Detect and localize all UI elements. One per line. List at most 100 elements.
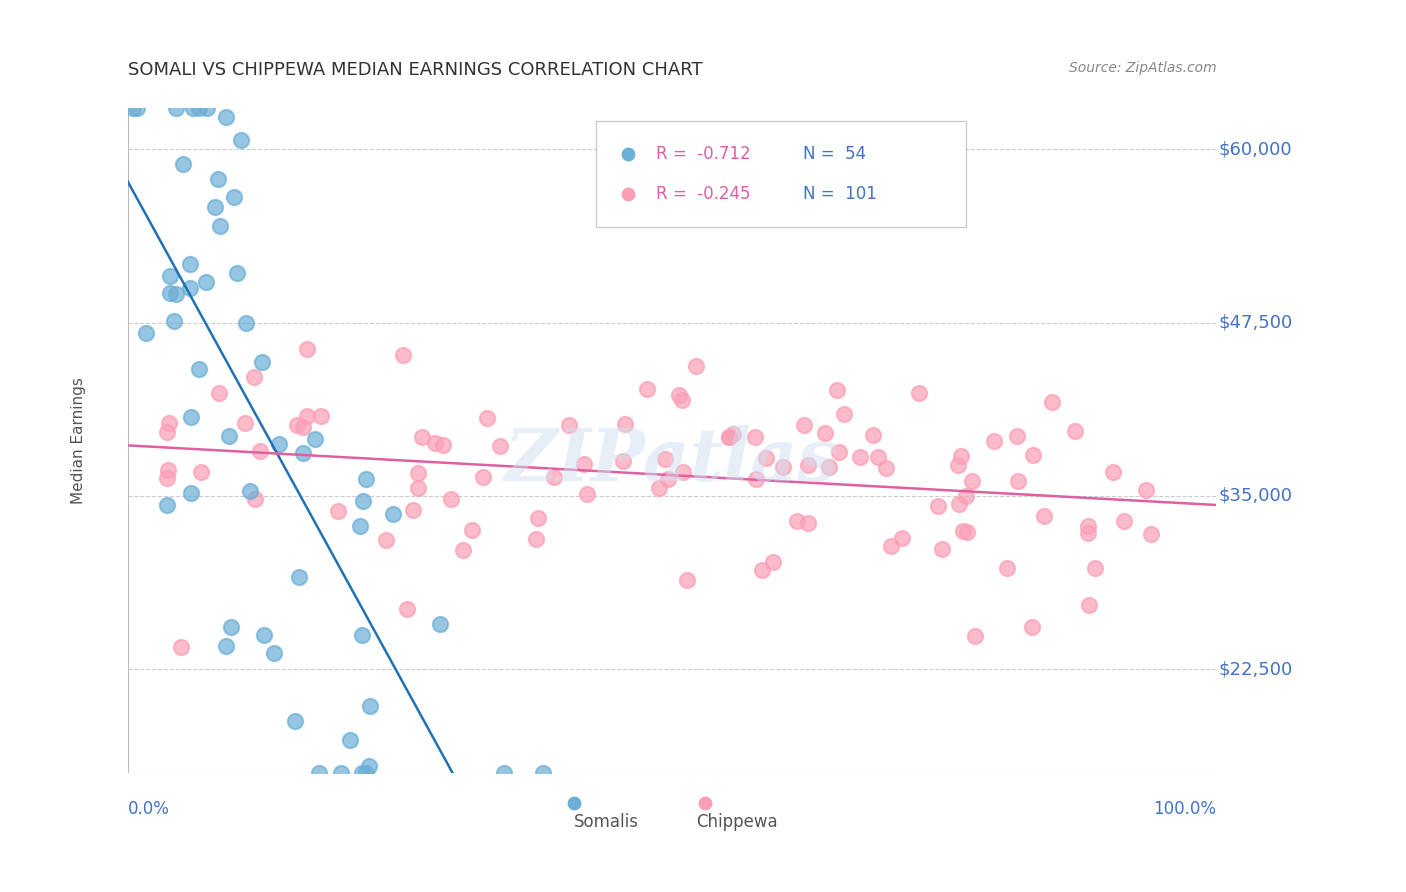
Point	[291, 420, 314, 434]
Point	[253, 628, 276, 642]
Point	[825, 384, 848, 398]
Point	[717, 430, 740, 444]
Point	[215, 110, 238, 124]
Point	[751, 563, 773, 577]
Text: N =  101: N = 101	[803, 186, 876, 203]
Text: R =  -0.712: R = -0.712	[655, 145, 751, 163]
Point	[121, 101, 143, 115]
Point	[406, 481, 429, 495]
Text: R =  -0.245: R = -0.245	[655, 186, 751, 203]
Point	[233, 417, 256, 431]
Point	[472, 470, 495, 484]
Text: $35,000: $35,000	[1219, 487, 1292, 505]
Point	[229, 133, 252, 147]
Point	[156, 498, 179, 512]
Point	[163, 314, 186, 328]
Point	[948, 497, 970, 511]
Point	[392, 347, 415, 361]
Point	[654, 452, 676, 467]
Point	[250, 355, 273, 369]
Point	[475, 411, 498, 425]
Point	[339, 732, 361, 747]
Point	[295, 343, 318, 357]
Text: 100.0%: 100.0%	[1153, 800, 1216, 818]
Point	[291, 446, 314, 460]
Point	[1021, 448, 1043, 462]
Point	[648, 482, 671, 496]
Point	[195, 101, 218, 115]
Point	[187, 362, 209, 376]
Point	[946, 458, 969, 472]
Point	[208, 385, 231, 400]
Point	[676, 573, 699, 587]
Point	[190, 465, 212, 479]
Point	[311, 409, 333, 423]
Point	[827, 444, 849, 458]
Point	[723, 426, 745, 441]
Point	[411, 430, 433, 444]
Point	[755, 450, 778, 465]
Text: $47,500: $47,500	[1219, 314, 1292, 332]
Point	[461, 523, 484, 537]
Point	[1140, 526, 1163, 541]
Point	[156, 425, 179, 439]
Point	[786, 514, 808, 528]
Point	[239, 483, 262, 498]
Point	[1077, 526, 1099, 541]
Point	[375, 533, 398, 547]
Point	[179, 257, 201, 271]
Point	[1063, 424, 1085, 438]
Point	[963, 630, 986, 644]
Point	[352, 493, 374, 508]
Point	[243, 370, 266, 384]
Point	[818, 460, 841, 475]
Point	[668, 387, 690, 401]
Point	[165, 101, 187, 115]
Point	[170, 640, 193, 655]
Point	[558, 418, 581, 433]
Point	[219, 620, 242, 634]
Point	[285, 417, 308, 432]
Point	[429, 616, 451, 631]
Point	[862, 427, 884, 442]
Text: $60,000: $60,000	[1219, 140, 1292, 158]
Point	[267, 437, 290, 451]
Point	[614, 417, 637, 432]
Point	[1084, 560, 1107, 574]
Point	[218, 429, 240, 443]
Point	[354, 766, 377, 780]
Point	[222, 189, 245, 203]
Point	[156, 471, 179, 485]
Point	[180, 486, 202, 500]
Point	[927, 499, 949, 513]
Point	[814, 426, 837, 441]
Point	[1112, 514, 1135, 528]
Point	[717, 430, 740, 444]
Point	[159, 285, 181, 300]
Point	[179, 281, 201, 295]
Point	[180, 409, 202, 424]
Point	[612, 454, 634, 468]
Point	[960, 474, 983, 488]
Point	[352, 766, 374, 780]
Point	[166, 287, 188, 301]
Point	[744, 430, 766, 444]
Point	[956, 525, 979, 540]
Point	[349, 519, 371, 533]
Point	[526, 511, 548, 525]
Point	[797, 458, 820, 472]
Point	[181, 101, 204, 115]
Point	[531, 766, 554, 780]
Point	[891, 531, 914, 545]
Point	[209, 219, 232, 234]
Point	[849, 450, 872, 464]
Point	[762, 555, 785, 569]
Point	[572, 457, 595, 471]
Point	[797, 516, 820, 531]
Point	[772, 460, 794, 475]
Point	[931, 542, 953, 557]
Point	[1007, 475, 1029, 489]
Point	[744, 472, 766, 486]
Point	[636, 383, 658, 397]
Text: Chippewa: Chippewa	[696, 814, 778, 831]
